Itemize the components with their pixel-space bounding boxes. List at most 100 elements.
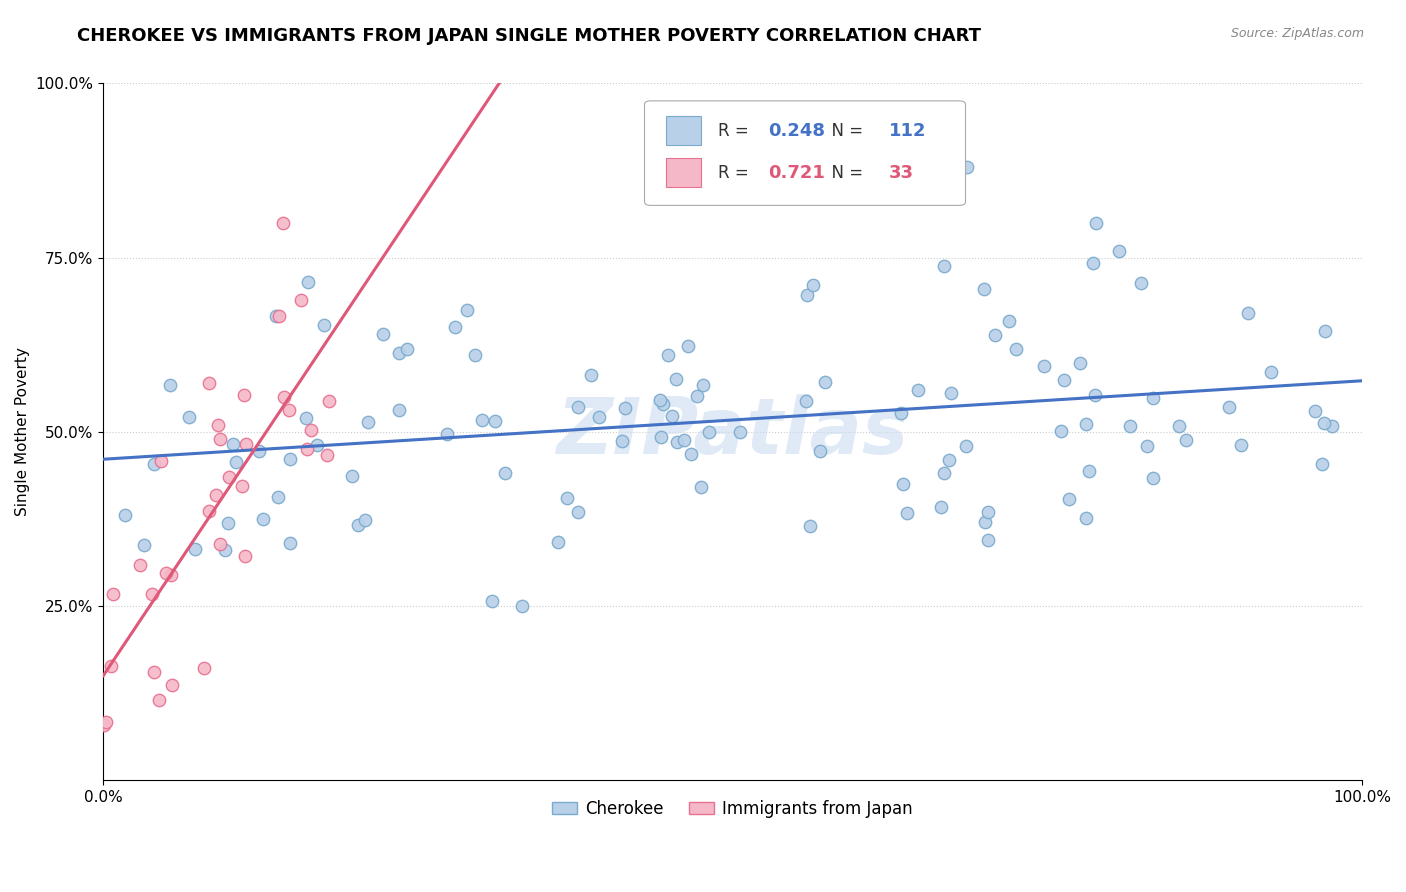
Point <box>264 310 287 324</box>
Point <box>278 536 301 550</box>
Text: 112: 112 <box>889 122 927 140</box>
Point <box>155 566 177 580</box>
Point <box>396 342 419 356</box>
Point <box>1077 464 1099 478</box>
Point <box>160 678 183 692</box>
Point <box>207 417 229 432</box>
Point <box>94 714 117 729</box>
Point <box>672 434 695 448</box>
Point <box>579 368 602 383</box>
Point <box>148 693 170 707</box>
Text: 33: 33 <box>889 163 914 182</box>
Point <box>1260 365 1282 379</box>
Point <box>247 444 270 458</box>
Point <box>134 538 156 552</box>
Point <box>651 397 673 411</box>
Point <box>305 438 328 452</box>
Point <box>799 519 821 533</box>
Point <box>510 599 533 613</box>
Text: 0.248: 0.248 <box>768 122 825 140</box>
Point <box>217 516 239 530</box>
Point <box>444 320 467 334</box>
Point <box>388 403 411 417</box>
Point <box>1084 388 1107 402</box>
Point <box>1049 424 1071 438</box>
Point <box>252 512 274 526</box>
Point <box>357 415 380 429</box>
Point <box>794 393 817 408</box>
Point <box>1315 324 1337 338</box>
Point <box>648 393 671 408</box>
Point <box>939 386 962 401</box>
Point <box>896 506 918 520</box>
Y-axis label: Single Mother Poverty: Single Mother Poverty <box>15 347 30 516</box>
Point <box>464 348 486 362</box>
Point <box>1168 418 1191 433</box>
Point <box>159 378 181 392</box>
Point <box>160 568 183 582</box>
Point <box>290 293 312 307</box>
Point <box>1057 491 1080 506</box>
Legend: Cherokee, Immigrants from Japan: Cherokee, Immigrants from Japan <box>546 793 920 824</box>
Point <box>208 537 231 551</box>
Point <box>665 372 688 386</box>
Point <box>373 326 395 341</box>
Point <box>808 444 831 458</box>
Point <box>1130 277 1153 291</box>
Point <box>1218 400 1240 414</box>
Point <box>1310 457 1333 471</box>
Point <box>471 412 494 426</box>
Point <box>214 542 236 557</box>
Point <box>143 457 166 471</box>
Point <box>1142 471 1164 485</box>
Point <box>184 541 207 556</box>
Point <box>143 665 166 680</box>
Point <box>233 549 256 563</box>
Point <box>103 587 125 601</box>
Text: R =: R = <box>717 163 754 182</box>
Point <box>494 466 516 480</box>
Text: 0.721: 0.721 <box>768 163 825 182</box>
Point <box>312 318 335 332</box>
Point <box>934 467 956 481</box>
Point <box>588 409 610 424</box>
Point <box>128 558 150 573</box>
Point <box>1229 438 1251 452</box>
Point <box>205 488 228 502</box>
Point <box>100 659 122 673</box>
Point <box>235 437 257 451</box>
Point <box>231 479 253 493</box>
Point <box>932 259 955 273</box>
Point <box>1142 391 1164 405</box>
FancyBboxPatch shape <box>666 116 702 145</box>
Point <box>929 500 952 514</box>
Point <box>294 410 316 425</box>
Point <box>481 594 503 608</box>
Point <box>998 313 1021 327</box>
Point <box>612 434 634 448</box>
Point <box>890 406 912 420</box>
Point <box>1303 404 1326 418</box>
Point <box>891 477 914 491</box>
Point <box>728 425 751 439</box>
Point <box>354 513 377 527</box>
Point <box>690 481 713 495</box>
Text: R =: R = <box>717 122 754 140</box>
Point <box>650 429 672 443</box>
Point <box>141 586 163 600</box>
Point <box>1312 416 1334 430</box>
Point <box>150 454 173 468</box>
Point <box>267 309 290 323</box>
Point <box>956 160 979 174</box>
Point <box>801 278 824 293</box>
Point <box>1108 244 1130 259</box>
Text: CHEROKEE VS IMMIGRANTS FROM JAPAN SINGLE MOTHER POVERTY CORRELATION CHART: CHEROKEE VS IMMIGRANTS FROM JAPAN SINGLE… <box>77 27 981 45</box>
Point <box>318 394 340 409</box>
FancyBboxPatch shape <box>666 158 702 187</box>
Point <box>676 339 699 353</box>
Point <box>388 345 411 359</box>
Point <box>347 517 370 532</box>
Point <box>436 427 458 442</box>
Point <box>1074 510 1097 524</box>
Point <box>1136 439 1159 453</box>
